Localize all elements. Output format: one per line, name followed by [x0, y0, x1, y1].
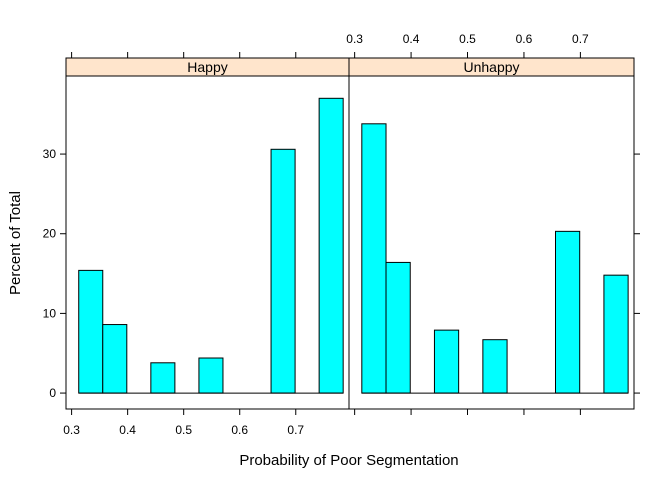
x-tick-label-bottom-0.7: 0.7: [287, 423, 304, 437]
bar-happy-10: [318, 97, 344, 394]
bar-unhappy-1: [385, 261, 411, 394]
bar-unhappy-10: [603, 274, 629, 394]
bar-unhappy-3: [433, 329, 460, 394]
strip-label-unhappy: Unhappy: [463, 59, 519, 75]
y-tick-label-0: 0: [49, 386, 56, 400]
x-tick-label-top-0.5: 0.5: [459, 32, 476, 46]
x-tick-label-bottom-0.6: 0.6: [231, 423, 248, 437]
bar-happy-3: [150, 362, 176, 394]
bar-happy-0: [78, 269, 104, 394]
plot-frame-unhappy: [348, 75, 635, 410]
x-tick-label-bottom-0.5: 0.5: [175, 423, 192, 437]
x-tick-label-bottom-0.4: 0.4: [119, 423, 136, 437]
x-tick-label-top-0.3: 0.3: [346, 32, 363, 46]
panel-unhappy: Unhappy 0.3 0.4 0.5 0.6 0.7: [346, 32, 635, 415]
bar-happy-5: [198, 357, 224, 394]
y-tick-label-10: 10: [43, 306, 57, 320]
panels-layer: Happy 0.3 0.4 0.5 0.6 0.7 Unhappy 0.3 0.4 0.5 0.6 0…: [43, 32, 640, 437]
y-axis-title: Percent of Total: [7, 191, 24, 295]
bar-unhappy-8: [554, 230, 581, 394]
strip-label-happy: Happy: [187, 59, 227, 75]
panel-happy: Happy 0.3 0.4 0.5 0.6 0.7: [63, 52, 350, 437]
x-tick-label-bottom-0.3: 0.3: [63, 423, 80, 437]
bar-unhappy-0: [361, 123, 387, 394]
bar-happy-1: [102, 324, 128, 394]
bar-happy-8: [270, 148, 296, 394]
bar-unhappy-5: [482, 339, 508, 394]
x-tick-label-top-0.7: 0.7: [572, 32, 589, 46]
x-tick-label-top-0.6: 0.6: [516, 32, 533, 46]
y-tick-label-20: 20: [43, 227, 57, 241]
x-axis-title: Probability of Poor Segmentation: [239, 452, 458, 469]
x-tick-label-top-0.4: 0.4: [403, 32, 420, 46]
y-tick-label-30: 30: [43, 147, 57, 161]
